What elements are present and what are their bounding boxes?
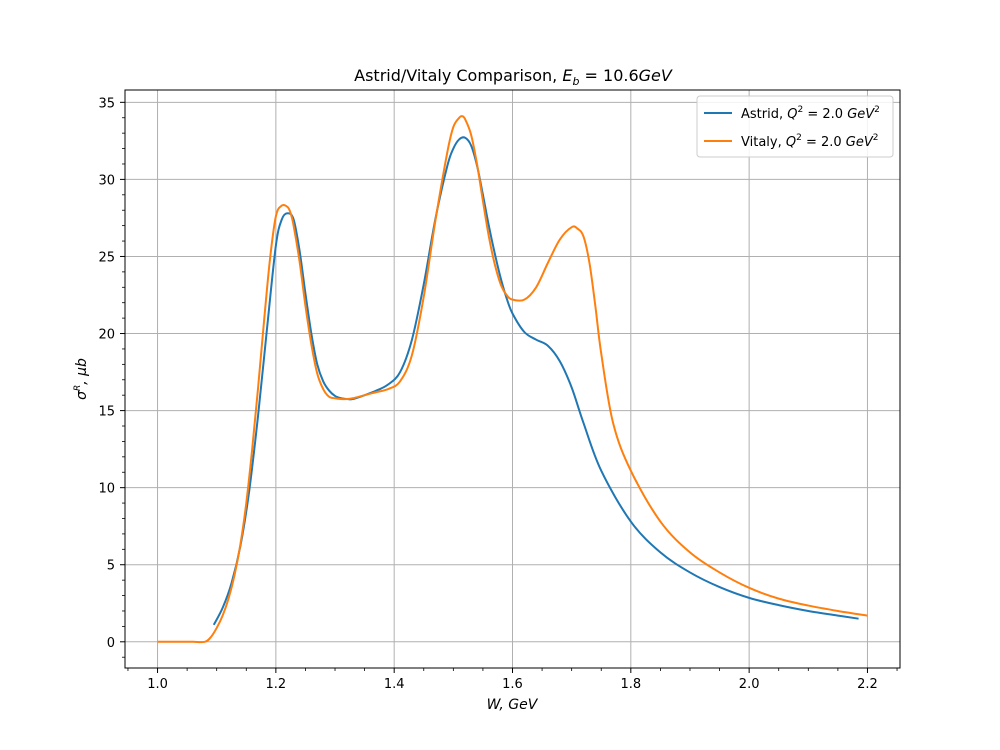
y-tick-label: 25 [98,250,115,265]
y-tick-label: 15 [98,405,115,420]
legend-entry-vitaly: Vitaly, Q2 = 2.0 GeV2 [741,133,879,150]
y-axis-label: σR, μb [73,358,90,400]
chart-title-eq: = 10.6 [579,66,638,85]
y-tick-label: 20 [98,328,115,343]
x-tick-label: 1.6 [502,677,523,692]
x-tick-label: 2.2 [857,677,878,692]
series-line-vitaly [157,115,868,644]
chart-title-prefix: Astrid/Vitaly Comparison, [354,66,562,85]
chart-title: Astrid/Vitaly Comparison, Eb = 10.6GeV [354,66,673,88]
x-tick-label: 1.8 [620,677,641,692]
y-tick-label: 0 [107,636,115,651]
y-tick-label: 30 [98,173,115,188]
axis-ticks: 1.0 1.2 1.4 1.6 1.8 2.0 2.2 0 5 10 15 20 25 30 35 [98,96,898,692]
y-tick-label: 5 [107,559,115,574]
x-tick-label: 1.2 [266,677,287,692]
x-tick-label: 1.0 [147,677,168,692]
plot-lines [157,115,868,644]
x-axis-label: W, GeV [487,697,539,713]
y-tick-label: 10 [98,482,115,497]
x-tick-label: 2.0 [739,677,760,692]
grid [125,90,900,668]
legend: Astrid, Q2 = 2.0 GeV2 Vitaly, Q2 = 2.0 G… [696,95,894,158]
legend-box [696,95,894,158]
y-tick-label: 35 [98,96,115,111]
chart-title-sub: b [572,75,579,88]
legend-entry-astrid: Astrid, Q2 = 2.0 GeV2 [741,105,880,122]
x-tick-label: 1.4 [384,677,405,692]
chart-title-var: E [562,66,573,85]
x-axis-label-text: W, GeV [487,697,539,713]
chart-title-unit: GeV [639,66,673,85]
